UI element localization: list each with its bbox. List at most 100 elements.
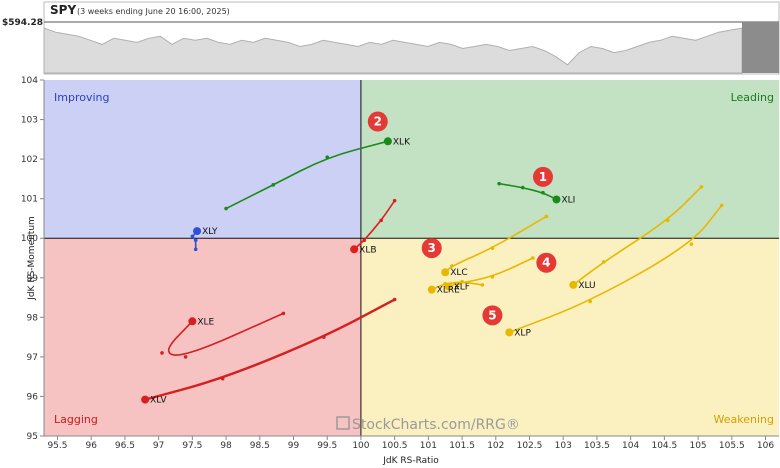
tail-xli[interactable]: XLI — [497, 181, 575, 206]
tail-xlb[interactable]: XLB — [350, 198, 397, 255]
tail-point — [490, 275, 495, 279]
annotation-badge: 3 — [421, 238, 442, 259]
tail-point — [190, 234, 195, 239]
quadrant-label-leading: Leading — [731, 91, 774, 104]
header-price: $594.28 — [2, 18, 43, 28]
tail-xlc[interactable]: XLC — [441, 214, 549, 279]
header-subtitle: (3 weeks ending June 20 16:00, 2025) — [77, 7, 230, 16]
x-tick-label: 98.5 — [250, 441, 270, 451]
tail-point — [325, 155, 330, 159]
annotation-badge-circle — [482, 305, 503, 326]
tail-point — [271, 183, 276, 187]
x-tick-label: 102.5 — [517, 441, 543, 451]
annotation-badge-circle — [367, 111, 388, 132]
tail-point — [379, 218, 383, 223]
tail-point — [480, 283, 485, 287]
tail-head-point[interactable] — [427, 285, 436, 294]
tail-point — [392, 297, 397, 302]
watermark: StockCharts.com/RRG® — [336, 416, 520, 433]
tail-point — [665, 218, 670, 223]
tail-xlk[interactable]: XLK — [224, 137, 411, 211]
x-tick-label: 100.5 — [382, 441, 408, 451]
tail-xlre[interactable]: XLRE — [427, 279, 485, 296]
x-tick-label: 97.5 — [182, 441, 202, 451]
y-tick-label: 104 — [21, 76, 38, 86]
tail-label: XLU — [578, 281, 595, 291]
quadrant-improving — [44, 80, 361, 239]
tail-label: XLF — [454, 282, 470, 292]
tail-line — [508, 204, 723, 334]
tail-xlv[interactable]: XLV — [141, 297, 397, 406]
tail-point — [719, 203, 724, 208]
tail-head-point[interactable] — [141, 395, 150, 404]
x-tick-label: 95.5 — [47, 441, 67, 451]
x-tick-label: 105 — [689, 441, 706, 451]
x-tick-label: 105.5 — [719, 441, 745, 451]
y-tick-label: 96 — [27, 392, 39, 402]
tail-label: XLC — [450, 268, 467, 278]
y-tick-label: 97 — [27, 353, 38, 363]
tail-point — [490, 246, 495, 250]
annotation-badge-circle — [532, 166, 553, 187]
y-axis-title: JdK RS-Momentum — [27, 216, 37, 301]
tail-head-point[interactable] — [188, 317, 197, 326]
tail-point — [193, 238, 198, 242]
annotation-badge-label: 5 — [488, 308, 496, 322]
tail-point — [220, 376, 225, 381]
tail-xlp[interactable]: XLP — [505, 203, 724, 339]
annotation-badges: 1 2 3 4 5 — [367, 111, 557, 326]
quadrants: Improving Leading Lagging Weakening — [44, 80, 779, 436]
tail-head-point[interactable] — [193, 227, 202, 236]
tail-xlu[interactable]: XLU — [569, 185, 704, 291]
tail-point — [460, 279, 464, 284]
tail-label: XLY — [202, 227, 218, 237]
x-tick-label: 101 — [420, 441, 437, 451]
x-tick-label: 106 — [757, 441, 774, 451]
axes: 95.5 96 96.5 97 97.5 98 98.5 99 99.5 100 100.5 101 1… — [21, 76, 779, 466]
quadrant-lagging — [44, 238, 361, 436]
watermark-logo-icon — [336, 416, 350, 430]
tail-point — [544, 214, 549, 219]
tail-head-point[interactable] — [552, 195, 561, 204]
tail-head-point[interactable] — [441, 268, 450, 277]
tail-head-point[interactable] — [505, 328, 514, 337]
y-tick-label: 95 — [27, 432, 38, 442]
quadrant-weakening — [360, 238, 779, 436]
x-tick-label: 100 — [352, 441, 369, 451]
price-strip: SPY (3 weeks ending June 20 16:00, 2025)… — [2, 1, 780, 75]
tail-label: XLE — [197, 317, 214, 327]
tail-label: XLB — [359, 245, 376, 255]
x-tick-label: 97 — [153, 441, 164, 451]
quadrant-leading — [360, 80, 779, 239]
tail-point — [520, 185, 525, 190]
tail-point — [193, 247, 198, 252]
x-tick-label: 98 — [220, 441, 232, 451]
tail-xly[interactable]: XLY — [190, 227, 219, 252]
tail-label: XLRE — [437, 286, 460, 296]
tail-xle[interactable]: XLE — [160, 311, 286, 359]
annotation-badge: 1 — [532, 166, 553, 187]
tail-line — [225, 140, 389, 210]
x-tick-label: 102 — [487, 441, 504, 451]
tail-point — [362, 238, 367, 242]
x-tick-label: 96 — [85, 441, 97, 451]
tail-label: XLI — [561, 195, 575, 205]
tail-line — [143, 298, 396, 401]
tail-head-point[interactable] — [383, 137, 392, 146]
price-current-window[interactable] — [742, 22, 779, 73]
annotation-badge-circle — [536, 252, 557, 273]
tail-head-point[interactable] — [350, 245, 359, 254]
tail-head-point[interactable] — [569, 280, 578, 289]
y-tick-label: 102 — [21, 155, 38, 165]
tail-point — [588, 299, 592, 304]
x-tick-label: 104 — [622, 441, 639, 451]
annotation-badge: 5 — [482, 305, 503, 326]
x-tick-label: 104.5 — [651, 441, 677, 451]
annotation-badge: 4 — [536, 252, 557, 273]
y-tick-label: 103 — [21, 116, 38, 126]
annotation-badge-label: 2 — [374, 115, 382, 129]
y-tick-label: 98 — [27, 313, 39, 323]
x-axis-ticks: 95.5 96 96.5 97 97.5 98 98.5 99 99.5 100 100.5 101 1… — [47, 436, 774, 451]
